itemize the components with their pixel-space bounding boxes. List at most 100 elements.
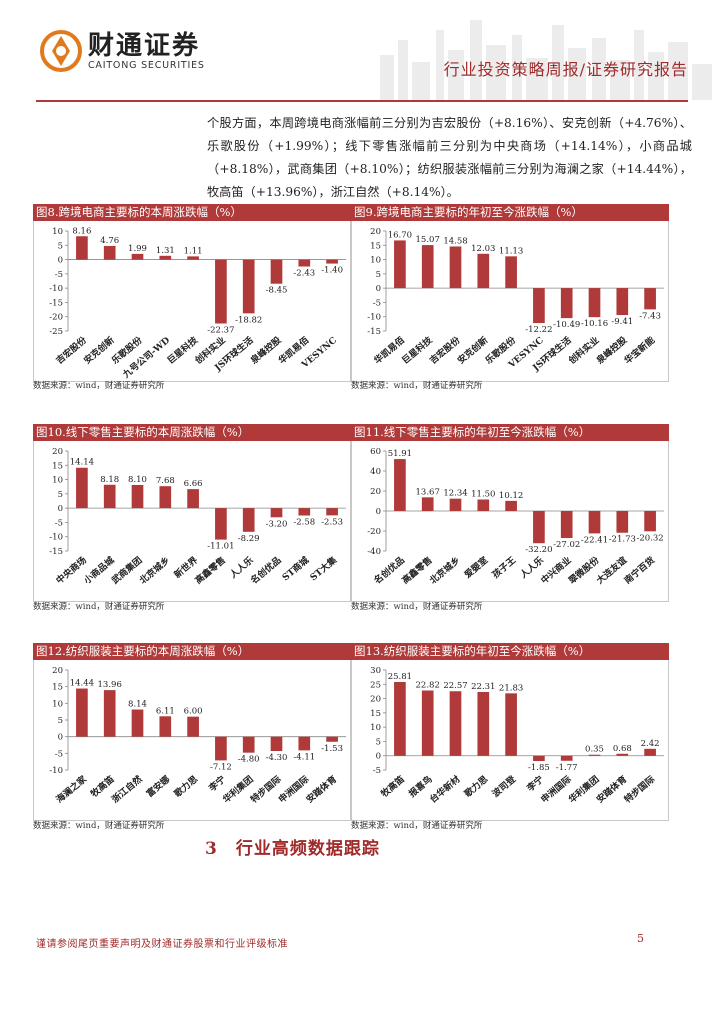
summary-paragraph: 个股方面，本周跨境电商涨幅前三分别为吉宏股份（+8.16%）、安克创新（+4.7… xyxy=(207,116,692,199)
data-label: -4.80 xyxy=(238,755,260,765)
data-label: -1.85 xyxy=(528,763,550,773)
y-tick-label: -5 xyxy=(373,766,381,776)
data-label: -1.77 xyxy=(556,763,578,773)
bar xyxy=(644,288,656,310)
y-tick-label: 15 xyxy=(370,241,381,251)
y-tick-label: 5 xyxy=(58,490,63,500)
disclaimer-note: 谨请参阅尾页重要声明及财通证券股票和行业评级标准 xyxy=(36,939,288,950)
figure-8: 图8.跨境电商主要标的本周涨跌幅（%） 10 5 0 -5 -10 -15 -20 -25 8.… xyxy=(33,204,351,382)
data-label: 8.14 xyxy=(128,700,147,710)
bar xyxy=(159,486,172,509)
figure-chart-area: 20 15 10 5 0 -5 -10 -15 14.14 中央商场 8.18 小商品城 8.10 武商集… xyxy=(33,441,351,602)
data-label: -10.49 xyxy=(553,320,580,330)
y-tick-label: 5 xyxy=(58,716,63,726)
data-label: 25.81 xyxy=(388,672,412,682)
data-label: 6.11 xyxy=(156,706,175,716)
y-tick-label: 60 xyxy=(370,447,381,457)
bar xyxy=(421,690,434,756)
category-label: 高鑫零售 xyxy=(399,554,434,586)
bar xyxy=(298,736,311,751)
bar xyxy=(242,259,255,314)
y-tick-label: 5 xyxy=(58,241,63,251)
category-label: 特步国际 xyxy=(248,773,283,805)
data-label: -4.11 xyxy=(293,752,315,762)
bar xyxy=(215,508,227,540)
figure-title: 图13.纺织服装主要标的年初至今涨跌幅（%） xyxy=(351,643,669,660)
data-label: 22.31 xyxy=(471,682,495,692)
bar xyxy=(505,693,517,756)
y-tick-label: -20 xyxy=(367,527,381,537)
y-tick-label: 15 xyxy=(370,709,381,719)
bar xyxy=(187,489,199,509)
bar xyxy=(644,748,656,756)
data-label: -18.82 xyxy=(235,315,262,325)
y-tick-label: 10 xyxy=(52,699,63,709)
header-divider xyxy=(36,100,688,102)
y-tick-label: 20 xyxy=(52,666,63,676)
bar xyxy=(533,288,545,324)
category-label: 高鑫零售 xyxy=(193,554,228,586)
y-tick-label: 5 xyxy=(376,270,381,280)
y-tick-label: 20 xyxy=(370,487,381,497)
bar xyxy=(644,511,656,532)
bar-chart: 60 40 20 0 -20 -40 51.91 名创优品 13.67 高鑫零售 12.34 北京城乡… xyxy=(367,447,664,586)
data-label: 51.91 xyxy=(388,449,412,459)
bar xyxy=(449,498,462,511)
figure-10: 图10.线下零售主要标的本周涨跌幅（%） 20 15 10 5 0 -5 -10 -15 14.… xyxy=(33,424,351,602)
data-label: 7.68 xyxy=(156,476,175,486)
data-label: 22.82 xyxy=(416,681,440,691)
bar xyxy=(326,736,338,742)
y-tick-label: 5 xyxy=(376,737,381,747)
bar xyxy=(103,484,116,509)
figure-chart-area: 20 15 10 5 0 -5 -10 -15 16.70 华凯易佰 15.07 巨星科技 14.58 吉… xyxy=(351,221,669,382)
bar-chart: 20151050-5-1014.44海澜之家13.96牧高笛8.14浙江自然6.… xyxy=(49,666,346,805)
data-label: 8.18 xyxy=(100,475,119,485)
bar xyxy=(215,736,227,761)
data-label: -2.43 xyxy=(293,269,315,279)
bar xyxy=(477,499,490,511)
category-label: 安踏体育 xyxy=(594,773,629,805)
bar xyxy=(421,245,434,289)
figure-13: 图13.纺织服装主要标的年初至今涨跌幅（%） 30 25 20 15 10 5 0 -5 25.… xyxy=(351,643,669,821)
logo-english-name: CAITONG SECURITIES xyxy=(88,59,205,71)
data-label: 11.13 xyxy=(499,246,523,256)
data-label: -11.01 xyxy=(207,542,234,552)
category-label: 大连友谊 xyxy=(594,554,629,586)
data-label: -8.29 xyxy=(238,534,260,544)
category-label: 特步国际 xyxy=(622,773,657,805)
figure-12: 图12.纺织服装主要标的本周涨跌幅（%） 20 15 10 5 0 -5 -10 14.44 海… xyxy=(33,643,351,821)
data-label: 1.11 xyxy=(184,246,203,256)
data-label: -4.30 xyxy=(266,753,288,763)
bar xyxy=(131,709,144,737)
bar xyxy=(533,755,545,761)
bar-chart: 20 15 10 5 0 -5 -10 -15 14.14 中央商场 8.18 小商品城 8.10 武商集… xyxy=(49,447,346,587)
y-tick-label: -10 xyxy=(49,533,63,543)
category-label: 名创优品 xyxy=(372,554,407,586)
y-tick-label: 0 xyxy=(376,752,381,762)
y-tick-label: 10 xyxy=(370,723,381,733)
category-label: 李宁 xyxy=(524,773,546,794)
caitong-logo-icon xyxy=(40,30,82,72)
category-label: 歌力思 xyxy=(172,773,200,800)
y-tick-label: -20 xyxy=(49,313,63,323)
data-label: -2.53 xyxy=(321,517,343,527)
y-tick-label: 10 xyxy=(52,227,63,237)
data-label: 13.96 xyxy=(98,680,122,690)
page-number: 5 xyxy=(637,932,644,945)
data-label: 13.67 xyxy=(416,487,440,497)
bar xyxy=(394,681,406,756)
data-label: -21.73 xyxy=(609,535,636,545)
category-label: 武商集团 xyxy=(109,554,144,586)
category-label: 北京城乡 xyxy=(427,554,462,586)
category-label: 名创优品 xyxy=(248,554,283,586)
data-label: 16.70 xyxy=(388,230,412,240)
category-label: 北京城乡 xyxy=(137,554,172,586)
y-tick-label: -10 xyxy=(49,284,63,294)
y-tick-label: 20 xyxy=(370,227,381,237)
data-label: -22.37 xyxy=(207,325,234,335)
bar xyxy=(159,716,172,737)
bar xyxy=(477,691,490,756)
bar xyxy=(394,240,406,289)
data-label: 21.83 xyxy=(499,683,523,693)
y-tick-label: -15 xyxy=(367,327,381,337)
